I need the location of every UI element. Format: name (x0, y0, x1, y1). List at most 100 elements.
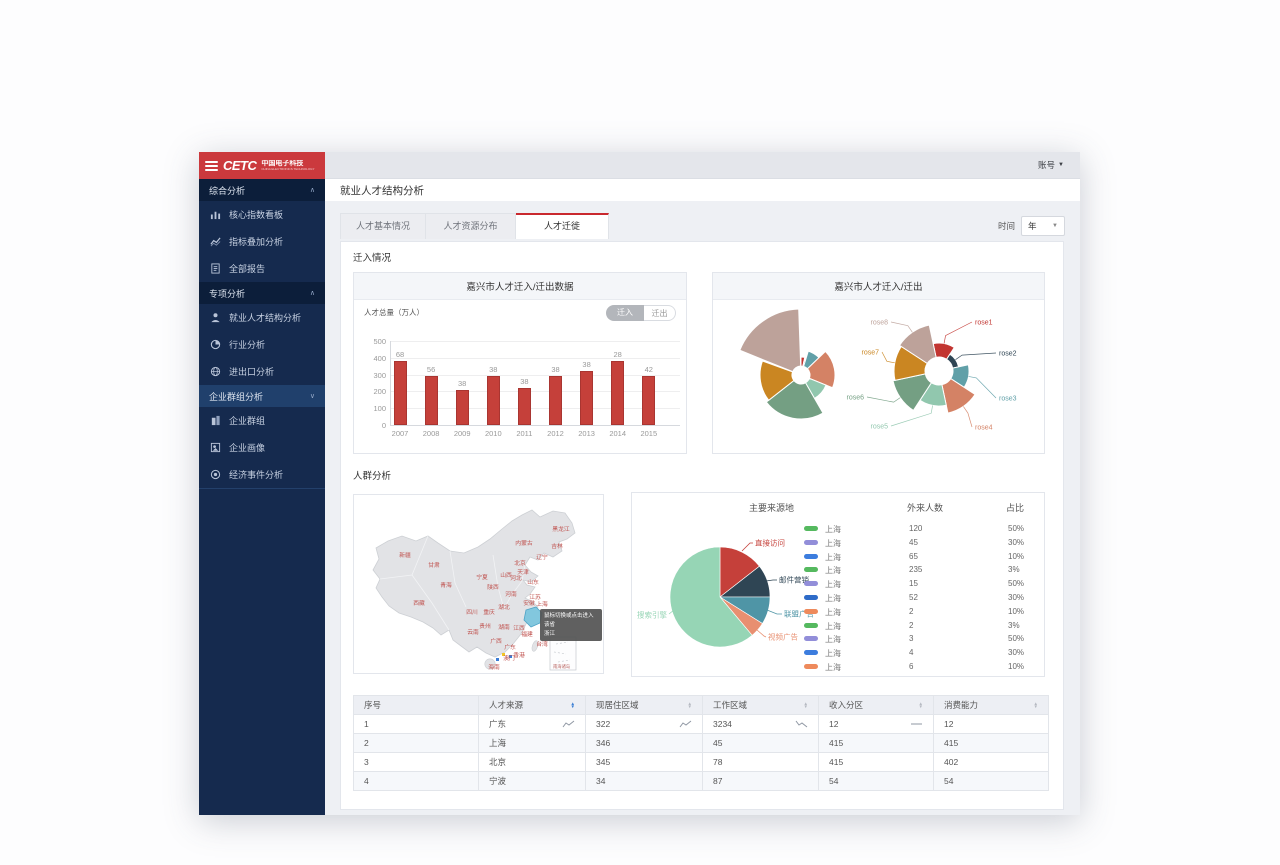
column-label: 工作区域 (713, 700, 748, 710)
sidebar-item-进出口分析[interactable]: 进出口分析 (199, 358, 325, 385)
cell-text: 345 (596, 757, 611, 767)
province-label-四川: 四川 (466, 609, 478, 616)
bar-2012 (549, 376, 562, 425)
time-select[interactable]: 年 ▼ (1021, 216, 1065, 236)
trend-down-icon (795, 720, 808, 728)
rose-slice-rose6 (892, 373, 933, 412)
bar-panel-title: 嘉兴市人才迁入/迁出数据 (354, 273, 686, 300)
sidebar-item-企业群组[interactable]: 企业群组 (199, 407, 325, 434)
sidebar-section-1[interactable]: 专项分析 ∧ (199, 282, 325, 304)
legend-count: 4 (909, 648, 914, 658)
gridline (390, 391, 680, 393)
toggle-in-button[interactable]: 迁入 (606, 305, 644, 321)
column-header-人才来源[interactable]: 人才来源 ▲ ▼ (478, 695, 586, 715)
sidebar-item-指标叠加分析[interactable]: 指标叠加分析 (199, 228, 325, 255)
page-title: 就业人才结构分析 (340, 184, 424, 197)
page-title-bar: 就业人才结构分析 (325, 179, 1080, 201)
rose-label-line (866, 396, 901, 403)
legend-count: 2 (909, 620, 914, 630)
rose-label: rose1 (975, 320, 993, 327)
x-tick-label: 2015 (640, 429, 658, 438)
trade-icon (210, 366, 221, 377)
brand-text: 中国电子科技 CHINA ELECTRONICS TECHNOLOGY (261, 160, 314, 171)
column-header-工作区域[interactable]: 工作区域 ▲ ▼ (702, 695, 819, 715)
province-label-贵州: 贵州 (479, 622, 491, 630)
sidebar-section-2[interactable]: 企业群组分析 ∨ (199, 385, 325, 407)
rose-slice-rose8 (898, 324, 937, 365)
legend-label: 上海 (825, 552, 841, 562)
legend-ratio: 50% (1008, 579, 1025, 589)
cell-text: 34 (596, 776, 606, 786)
sidebar-section-label: 专项分析 (209, 288, 246, 299)
pie-header-ratio: 占比 (1006, 503, 1025, 513)
legend-marker (804, 526, 818, 531)
talent-table: 序号 人才来源 ▲ ▼ 现居住区域 ▲ ▼ 工作区域 ▲ ▼ 收入分区 ▲ ▼ 消费能力 ▲ ▼ 1 广东 322… (353, 695, 1049, 791)
bar-value-label: 38 (489, 365, 498, 375)
sort-icon[interactable]: ▲ ▼ (1033, 700, 1038, 709)
x-tick-label: 2013 (578, 429, 595, 438)
hainan-shape (484, 658, 496, 670)
province-label-江苏: 江苏 (529, 593, 541, 601)
column-label: 序号 (364, 700, 382, 710)
column-header-收入分区[interactable]: 收入分区 ▲ ▼ (818, 695, 934, 715)
x-tick-label: 2011 (516, 429, 533, 438)
sort-icon[interactable]: ▲ ▼ (687, 700, 692, 709)
legend-row: 上海 2 10% (632, 607, 1046, 618)
table-cell: 北京 (478, 752, 586, 772)
column-header-消费能力[interactable]: 消费能力 ▲ ▼ (933, 695, 1049, 715)
sort-icon[interactable]: ▲ ▼ (803, 700, 808, 709)
province-label-河北: 河北 (510, 574, 522, 582)
sidebar-item-就业人才结构分析[interactable]: 就业人才结构分析 (199, 304, 325, 331)
column-header-现居住区域[interactable]: 现居住区域 ▲ ▼ (585, 695, 703, 715)
tab-人才基本情况[interactable]: 人才基本情况 (340, 213, 426, 239)
sidebar-item-核心指数看板[interactable]: 核心指数看板 (199, 201, 325, 228)
toggle-out-button[interactable]: 迁出 (644, 305, 676, 321)
rose-label: rose7 (861, 350, 879, 357)
legend-label: 上海 (825, 594, 841, 603)
tab-人才迁徙[interactable]: 人才迁徙 (516, 213, 609, 239)
legend-ratio: 10% (1008, 606, 1025, 616)
bar-2009 (455, 389, 469, 425)
sidebar-item-经济事件分析[interactable]: 经济事件分析 (199, 461, 325, 488)
time-filter: 时间 年 ▼ (998, 216, 1065, 236)
industry-icon (210, 339, 221, 350)
marker-dot-blue2 (496, 658, 499, 661)
province-label-辽宁: 辽宁 (536, 553, 548, 561)
province-label-湖南: 湖南 (498, 623, 510, 631)
hamburger-menu-icon[interactable] (205, 159, 218, 173)
rose-label: rose2 (999, 351, 1017, 358)
table-cell: 12 (818, 714, 934, 734)
sort-icon[interactable]: ▲ ▼ (918, 700, 923, 709)
sidebar-filler (199, 488, 325, 815)
table-cell: 415 (933, 733, 1049, 753)
sidebar-item-全部报告[interactable]: 全部报告 (199, 255, 325, 282)
pie-label-line (756, 629, 767, 638)
migration-bar-panel: 嘉兴市人才迁入/迁出数据 人才总量（万人） 迁入 迁出 0 100 200 300 40… (353, 272, 687, 454)
sidebar-item-行业分析[interactable]: 行业分析 (199, 331, 325, 358)
sidebar-item-企业画像[interactable]: 企业画像 (199, 434, 325, 461)
company-group-icon (210, 415, 221, 426)
person-icon (210, 312, 221, 323)
marker-dot-yellow (502, 653, 505, 656)
sidebar-section-0[interactable]: 综合分析 ∧ (199, 179, 325, 201)
economic-event-icon (210, 469, 221, 480)
account-menu[interactable]: 账号 ▼ (1038, 159, 1064, 171)
legend-count: 3 (909, 634, 914, 644)
table-cell: 54 (933, 771, 1049, 791)
sort-icon[interactable]: ▲ ▼ (570, 700, 575, 709)
bar-value-label: 38 (582, 360, 591, 370)
gridline (390, 341, 680, 342)
bar-value-label: 38 (520, 377, 529, 387)
legend-count: 120 (909, 524, 923, 533)
tab-人才资源分布[interactable]: 人才资源分布 (426, 213, 516, 239)
sidebar-nav: 综合分析 ∧ 核心指数看板 指标叠加分析 全部报告 专项分析 ∧ 就业人才结构分析 行业分析 进出… (199, 179, 325, 815)
map-tooltip: 鼠标切换或点击进入该省 浙江 (540, 609, 602, 642)
x-tick-label: 2014 (609, 429, 627, 438)
rose-label: rose5 (870, 424, 888, 431)
cell-text: 87 (713, 776, 723, 786)
province-label-湖北: 湖北 (498, 603, 510, 611)
china-map[interactable]: 南海诸岛 新疆西藏青海甘肃宁夏内蒙古黑龙江吉林辽宁北京天津河北山西山东陕西河南江… (354, 495, 603, 673)
table-cell: 1 (353, 714, 479, 734)
bar-2014 (611, 361, 625, 425)
table-cell: 3 (353, 752, 479, 772)
